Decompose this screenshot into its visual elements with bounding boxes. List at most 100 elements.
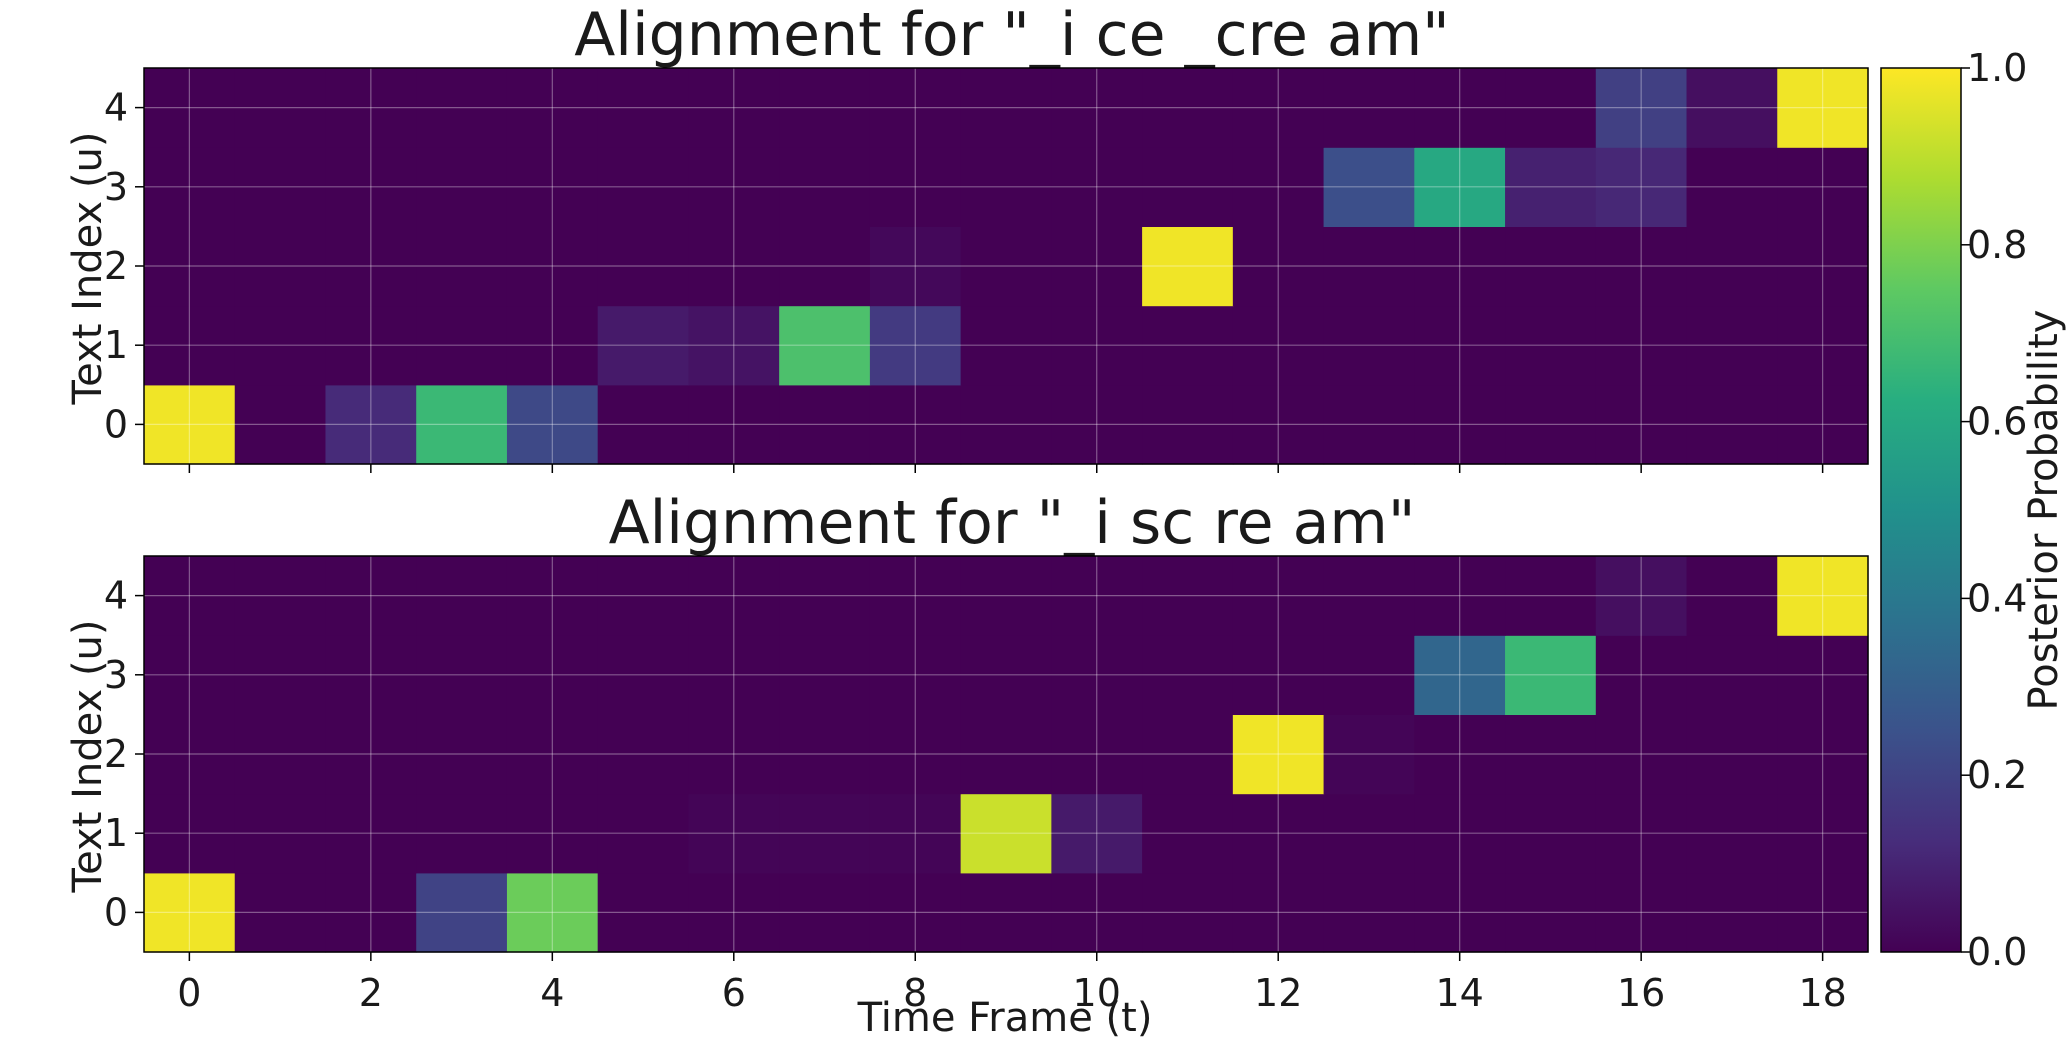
heatmap-cell: [1686, 872, 1778, 953]
heatmap-cell: [1505, 226, 1597, 307]
x-tick-label: 16: [1617, 971, 1665, 1015]
heatmap-cell: [325, 714, 417, 795]
panel-bottom-gridlines: [143, 555, 1869, 953]
heatmap-cell: [144, 872, 236, 953]
heatmap-cell: [1232, 226, 1325, 307]
heatmap-cell: [1142, 68, 1234, 148]
y-tick-label: 3: [104, 653, 128, 697]
heatmap-cell: [325, 556, 417, 636]
colorbar-tick-label: 0.0: [1967, 930, 2027, 974]
heatmap-cell: [1777, 384, 1869, 465]
heatmap-cell: [416, 226, 508, 307]
heatmap-cell: [1414, 226, 1506, 307]
panel-top-gridlines: [143, 67, 1869, 465]
heatmap-cell: [597, 68, 690, 148]
heatmap-cell: [1323, 226, 1415, 307]
x-tick-label: 0: [177, 971, 201, 1015]
heatmap-cell: [1505, 872, 1597, 953]
x-axis-label: Time Frame (t): [857, 995, 1153, 1040]
panel-top-cells: [144, 68, 1869, 465]
heatmap-cell: [1777, 793, 1869, 874]
heatmap-cell: [1232, 556, 1325, 636]
panel-top-y-ticks: 0 1 2 3 4: [104, 86, 144, 446]
heatmap-cell: [1414, 793, 1506, 874]
heatmap-cell: [1142, 384, 1234, 465]
heatmap-cell: [869, 793, 962, 874]
heatmap-cell: [416, 147, 508, 227]
heatmap-cell: [144, 793, 236, 874]
heatmap-cell: [960, 384, 1052, 465]
heatmap-cell: [506, 305, 599, 386]
heatmap-cell: [234, 556, 327, 636]
heatmap-cell: [1686, 793, 1778, 874]
colorbar-tick-label: 0.2: [1967, 753, 2027, 797]
panel-top: Alignment for "_i ce _cre am" Text Index…: [65, 0, 1869, 473]
heatmap-cell: [688, 714, 780, 795]
heatmap-cell: [325, 68, 417, 148]
heatmap-cell: [1505, 635, 1597, 715]
heatmap-cell: [688, 556, 780, 636]
heatmap-cell: [506, 384, 599, 465]
x-tick-label: 10: [1073, 971, 1121, 1015]
heatmap-cell: [1595, 793, 1688, 874]
heatmap-cell: [1777, 147, 1869, 227]
x-tick-label: 8: [903, 971, 927, 1015]
heatmap-cell: [1142, 226, 1234, 307]
heatmap-cell: [144, 714, 236, 795]
heatmap-cell: [1051, 226, 1143, 307]
heatmap-cell: [688, 384, 780, 465]
heatmap-cell: [1232, 305, 1325, 386]
heatmap-cell: [234, 305, 327, 386]
heatmap-cell: [1051, 714, 1143, 795]
heatmap-cell: [144, 556, 236, 636]
panel-top-title: Alignment for "_i ce _cre am": [574, 0, 1450, 70]
heatmap-cell: [869, 556, 962, 636]
heatmap-cell: [1777, 68, 1869, 148]
heatmap-cell: [325, 384, 417, 465]
heatmap-cell: [1777, 226, 1869, 307]
colorbar-label: Posterior Probability: [2021, 310, 2067, 711]
heatmap-cell: [1686, 714, 1778, 795]
heatmap-cell: [1414, 872, 1506, 953]
y-tick-label: 3: [104, 165, 128, 209]
heatmap-cell: [960, 635, 1052, 715]
heatmap-cell: [1686, 384, 1778, 465]
heatmap-cell: [779, 147, 871, 227]
heatmap-cell: [144, 384, 236, 465]
heatmap-cell: [1232, 793, 1325, 874]
heatmap-cell: [1595, 556, 1688, 636]
colorbar-tick-label: 1.0: [1967, 46, 2027, 90]
heatmap-cell: [1142, 147, 1234, 227]
heatmap-cell: [1051, 635, 1143, 715]
heatmap-cell: [688, 793, 780, 874]
heatmap-cell: [416, 635, 508, 715]
heatmap-cell: [960, 305, 1052, 386]
heatmap-cell: [1232, 714, 1325, 795]
heatmap-cell: [506, 714, 599, 795]
heatmap-cell: [1595, 635, 1688, 715]
heatmap-cell: [234, 147, 327, 227]
heatmap-cell: [1686, 147, 1778, 227]
heatmap-cell: [1505, 714, 1597, 795]
heatmap-cell: [144, 305, 236, 386]
heatmap-cell: [1595, 147, 1688, 227]
x-tick-label: 4: [540, 971, 564, 1015]
heatmap-cell: [1051, 872, 1143, 953]
heatmap-cell: [1232, 68, 1325, 148]
heatmap-cell: [1323, 384, 1415, 465]
heatmap-cell: [1595, 226, 1688, 307]
x-tick-label: 12: [1254, 971, 1302, 1015]
heatmap-cell: [1051, 384, 1143, 465]
heatmap-cell: [506, 793, 599, 874]
heatmap-cell: [1142, 635, 1234, 715]
heatmap-cell: [779, 556, 871, 636]
heatmap-cell: [779, 68, 871, 148]
heatmap-cell: [416, 384, 508, 465]
y-tick-label: 1: [104, 811, 128, 855]
heatmap-cell: [779, 872, 871, 953]
heatmap-cell: [416, 68, 508, 148]
heatmap-cell: [779, 305, 871, 386]
heatmap-cell: [869, 714, 962, 795]
x-axis-ticks: 0 2 4 6 8 10 12 14 16 18: [177, 952, 1847, 1015]
heatmap-cell: [1232, 384, 1325, 465]
